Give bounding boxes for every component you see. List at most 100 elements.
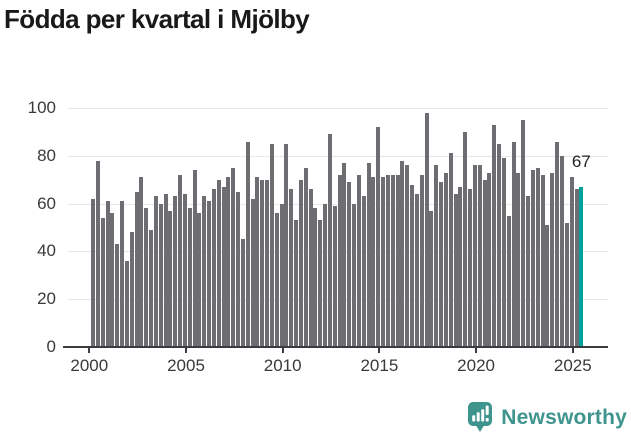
bar <box>550 172 555 347</box>
x-axis-label: 2010 <box>263 356 302 375</box>
bar <box>260 179 265 347</box>
bar <box>158 203 163 347</box>
bar <box>434 165 439 347</box>
bar <box>448 153 453 347</box>
bar <box>468 189 473 347</box>
bar <box>124 261 129 347</box>
x-axis-line <box>63 345 608 348</box>
bar <box>187 208 192 347</box>
bar <box>410 184 415 347</box>
bar <box>501 158 506 347</box>
bar <box>236 191 241 347</box>
bar <box>414 194 419 347</box>
bar-highlighted <box>579 186 584 347</box>
x-axis-label: 2005 <box>167 356 205 375</box>
bar <box>265 179 270 347</box>
bar <box>173 196 178 347</box>
bar <box>390 174 395 347</box>
gridline <box>68 108 608 109</box>
x-axis-tick <box>571 347 574 353</box>
bar <box>405 165 410 347</box>
bar <box>269 143 274 347</box>
bar <box>347 182 352 347</box>
newsworthy-logo: Newsworthy <box>467 401 627 434</box>
bar <box>318 220 323 347</box>
x-axis-label: 2025 <box>553 356 592 375</box>
bar <box>211 189 216 347</box>
bar <box>419 174 424 347</box>
bar <box>511 141 516 347</box>
bar <box>149 229 154 347</box>
bar <box>352 203 357 347</box>
bar <box>564 222 569 347</box>
chart-title: Födda per kvartal i Mjölby <box>4 4 310 34</box>
bar <box>284 143 289 347</box>
bar <box>361 196 366 347</box>
bar <box>231 167 236 348</box>
y-axis-label: 0 <box>46 337 56 356</box>
bar <box>202 196 207 347</box>
x-axis-tick <box>378 347 381 353</box>
bar <box>376 127 381 347</box>
bar <box>356 174 361 347</box>
bar <box>574 189 579 347</box>
bar <box>327 134 332 347</box>
bar <box>134 191 139 347</box>
bar <box>120 201 124 347</box>
y-axis-label: 40 <box>37 241 56 261</box>
newsworthy-logo-text: Newsworthy <box>501 405 627 429</box>
bar <box>144 208 149 347</box>
bar <box>487 172 492 347</box>
bar <box>516 172 521 347</box>
bar <box>226 177 231 347</box>
bar <box>526 196 531 347</box>
y-axis-label: 60 <box>37 193 56 213</box>
bar <box>535 167 540 348</box>
bar <box>443 172 448 347</box>
bar <box>492 124 497 347</box>
bar <box>91 198 95 347</box>
bar <box>545 225 550 347</box>
bar <box>530 170 535 347</box>
bar <box>182 194 187 347</box>
bar <box>477 165 482 347</box>
bar <box>207 201 212 347</box>
last-value-label: 67 <box>571 152 591 171</box>
bar <box>163 194 168 347</box>
bar <box>178 174 183 347</box>
newsworthy-logo-icon <box>468 402 493 432</box>
x-axis-tick <box>281 347 284 353</box>
bar <box>521 119 526 347</box>
bar <box>313 208 318 347</box>
bar <box>192 170 197 347</box>
bar <box>395 174 400 347</box>
y-axis-label: 80 <box>37 145 56 165</box>
bar <box>569 177 574 347</box>
bar <box>472 165 477 347</box>
bar <box>439 182 444 347</box>
bar <box>323 203 328 347</box>
x-axis-tick <box>475 347 478 353</box>
bar <box>463 131 468 347</box>
bar <box>497 143 502 347</box>
bar <box>100 217 105 347</box>
y-axis-label: 100 <box>27 98 56 117</box>
bar <box>453 194 458 347</box>
bar <box>337 174 342 347</box>
bar <box>168 210 173 347</box>
bar <box>385 174 390 347</box>
bar <box>555 141 560 347</box>
bar <box>289 189 294 347</box>
bar <box>332 206 337 347</box>
bar <box>255 177 260 347</box>
bar <box>371 177 376 347</box>
bar <box>560 155 564 347</box>
bar <box>250 198 255 347</box>
bar <box>294 220 299 347</box>
x-axis-label: 2015 <box>360 356 399 375</box>
y-axis-label: 20 <box>37 289 56 309</box>
x-axis-tick <box>88 347 91 353</box>
bar <box>303 167 308 348</box>
bar <box>366 163 371 347</box>
